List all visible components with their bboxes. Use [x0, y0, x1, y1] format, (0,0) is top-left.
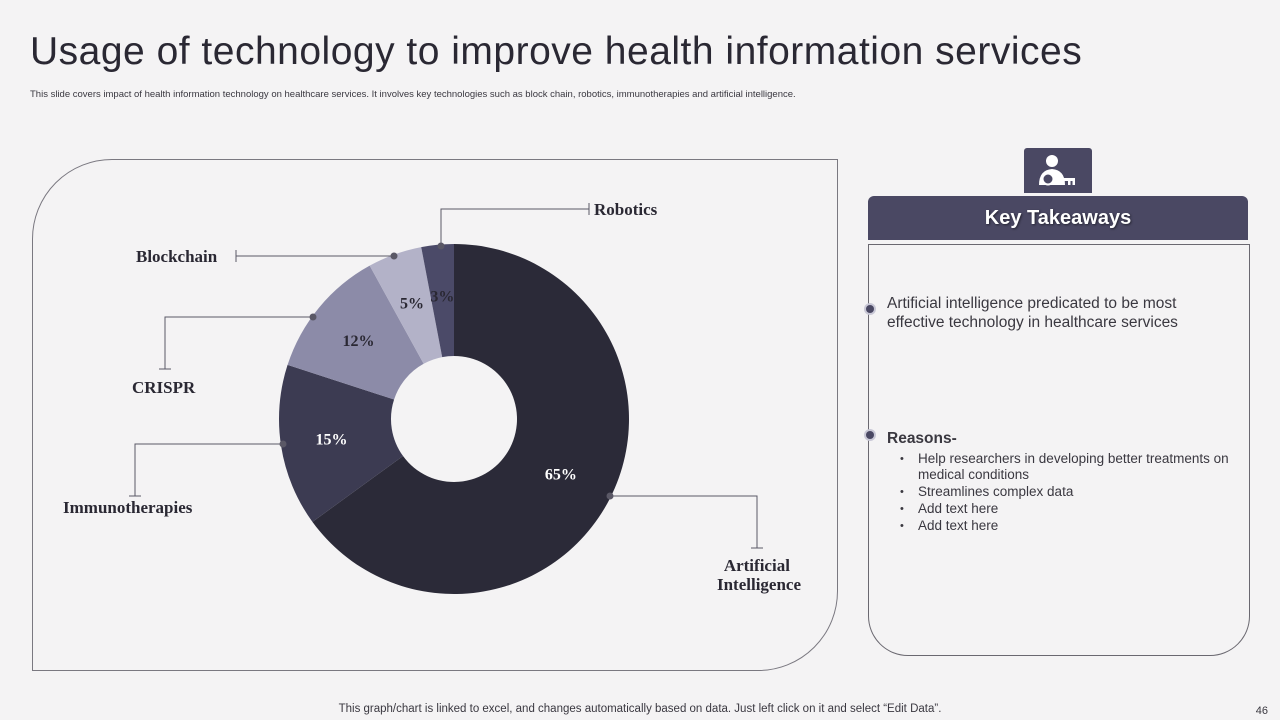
slice-artificial-intelligence[interactable] [312, 244, 629, 594]
percent-label-crispr: 12% [342, 333, 374, 350]
reasons-title: Reasons- [887, 430, 957, 447]
leader-dots [279, 242, 614, 500]
leader-line-crispr [164, 316, 313, 369]
percent-label-robotics: 3% [430, 289, 454, 306]
leader-line-robotics [440, 208, 589, 246]
takeaway-bullet-icon [866, 305, 874, 313]
category-label-ai: Artificial Intelligence [717, 556, 801, 594]
takeaways-icon-tab [1024, 148, 1092, 193]
percent-label-blockchain: 5% [400, 295, 424, 312]
chart-panel [32, 159, 838, 671]
leader-dot-robotics [437, 242, 445, 250]
category-labels: Robotics Blockchain CRISPR Immunotherapi… [63, 200, 801, 594]
slice-immunotherapies[interactable] [278, 364, 404, 522]
percent-label-immunotherapies: 15% [316, 431, 348, 448]
main-takeaway: Artificial intelligence predicated to be… [887, 295, 1178, 331]
category-label-crispr: CRISPR [132, 378, 196, 397]
percent-label-artificial-intelligence: 65% [545, 466, 577, 483]
reasons-bullet-icon [866, 431, 874, 439]
leader-dot-blockchain [390, 252, 398, 260]
slice-crispr[interactable] [287, 265, 424, 400]
page-number: 46 [1255, 705, 1268, 717]
chart-slices [278, 244, 629, 594]
category-label-ai-line2: Intelligence [717, 575, 801, 594]
percent-labels: 65% 15% 12% 5% 3% [316, 289, 577, 484]
reason-item: Streamlines complex data [900, 484, 1235, 500]
key-takeaways-heading: Key Takeaways [868, 196, 1248, 240]
user-key-icon [1039, 155, 1075, 186]
leader-dot-ai [606, 492, 614, 500]
reason-item: Add text here [900, 518, 1235, 534]
leader-line-immunotherapies [134, 443, 283, 496]
slide-title: Usage of technology to improve health in… [30, 30, 1083, 73]
reason-item: Add text here [900, 501, 1235, 517]
donut-chart[interactable]: Robotics Blockchain CRISPR Immunotherapi… [0, 0, 840, 680]
leader-dot-immunotherapies [279, 440, 287, 448]
category-label-immunotherapies: Immunotherapies [63, 498, 193, 517]
key-takeaways-box [868, 244, 1250, 656]
category-label-ai-line1: Artificial [724, 556, 790, 575]
reasons-list: Help researchers in developing better tr… [900, 451, 1235, 535]
leader-dot-crispr [309, 313, 317, 321]
slide-subtitle: This slide covers impact of health infor… [30, 89, 796, 100]
category-label-blockchain: Blockchain [136, 247, 218, 266]
leader-line-ai [610, 495, 758, 548]
slice-robotics[interactable] [421, 244, 454, 358]
footer-note: This graph/chart is linked to excel, and… [338, 703, 942, 715]
category-label-robotics: Robotics [594, 200, 658, 219]
slice-blockchain[interactable] [369, 247, 443, 364]
reason-item: Help researchers in developing better tr… [900, 451, 1235, 483]
chart-leader-lines [129, 203, 763, 549]
